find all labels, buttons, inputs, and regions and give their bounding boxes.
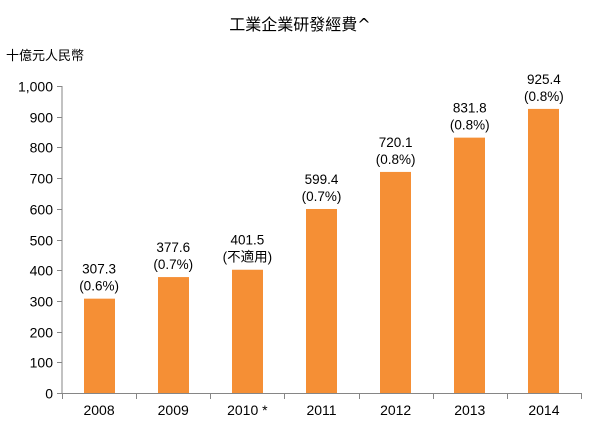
bar-share-label: (0.7%) (302, 189, 342, 204)
x-axis: 2008 2009 2010 * 2011 2012 2013 2014 (62, 393, 582, 418)
x-tick-label: 2014 (528, 402, 559, 418)
bar-value-label: 307.3 (82, 262, 116, 277)
bar-value-label: 720.1 (379, 135, 413, 150)
bar-share-label: (0.7%) (153, 257, 193, 272)
y-tick-label: 1,000 (18, 79, 53, 95)
bar (158, 277, 189, 393)
bar (306, 208, 337, 393)
bar-share-label: (0.8%) (376, 152, 416, 167)
bar-share-label: (0.8%) (524, 89, 564, 104)
bar-share-label: (不適用) (223, 249, 273, 265)
y-tick-label: 300 (30, 294, 54, 310)
y-tick-label: 700 (30, 171, 54, 187)
bar (84, 298, 115, 393)
x-tick-label: 2008 (83, 402, 114, 418)
y-tick-label: 900 (30, 110, 54, 126)
bar-share-label: (0.6%) (79, 279, 119, 294)
y-tick-label: 400 (30, 263, 54, 279)
bar-value-label: 401.5 (230, 233, 264, 248)
bar (232, 269, 263, 393)
chart-title: 工業企業研發經費^ (229, 15, 370, 34)
bar (528, 108, 559, 394)
y-axis: 0 100 200 300 400 500 600 700 800 900 1,000 (18, 79, 63, 402)
bar-value-label: 377.6 (156, 240, 190, 255)
data-labels: 307.3 (0.6%) 377.6 (0.7%) 401.5(不適用) 599.4 (0.… (79, 72, 564, 294)
x-tick-label: 2013 (454, 402, 485, 418)
bar (454, 137, 485, 393)
bar-value-label: 599.4 (305, 172, 339, 187)
x-tick-label: 2011 (306, 402, 336, 418)
y-tick-label: 200 (30, 325, 54, 341)
x-tick-label: 2009 (158, 402, 189, 418)
y-tick-label: 500 (30, 233, 54, 249)
x-tick-label: 2012 (380, 402, 411, 418)
bar-value-label: 925.4 (527, 72, 561, 87)
bar (380, 171, 411, 393)
bar-value-label: 831.8 (453, 101, 487, 116)
y-tick-label: 600 (30, 202, 54, 218)
y-axis-unit-label: 十億元人民幣 (6, 48, 84, 64)
y-tick-label: 800 (30, 140, 54, 156)
y-tick-label: 0 (45, 386, 53, 402)
y-tick-label: 100 (30, 355, 54, 371)
bars (84, 108, 559, 394)
x-tick-label: 2010 * (227, 402, 268, 418)
bar-share-label: (0.8%) (450, 118, 490, 133)
